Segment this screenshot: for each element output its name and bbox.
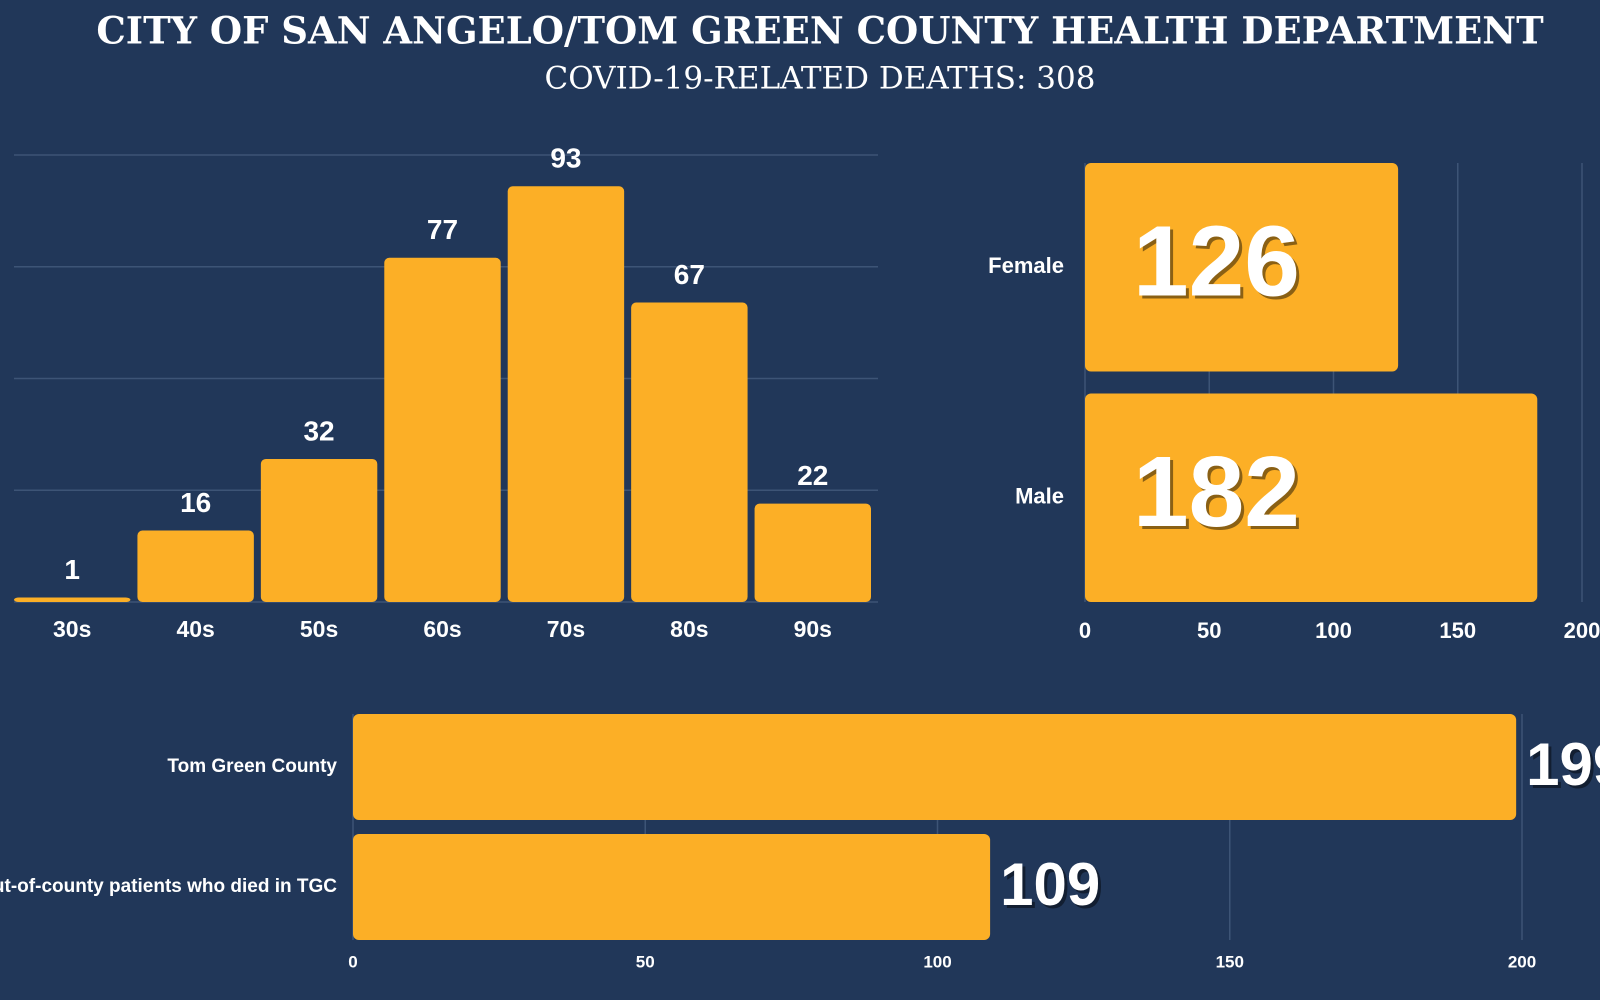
- bar: [1085, 163, 1399, 372]
- x-tick-label: 80s: [670, 616, 708, 642]
- value-label: 126: [1133, 206, 1300, 318]
- x-tick-label: 50: [636, 952, 655, 971]
- x-tick-label: 0: [1079, 618, 1091, 643]
- value-label: 32: [303, 415, 334, 446]
- bar: [384, 257, 501, 602]
- x-tick-label: 50: [1197, 618, 1221, 643]
- subtitle: COVID-19-RELATED DEATHS: 308: [545, 61, 1096, 97]
- bar: [1085, 393, 1538, 602]
- x-tick-label: 40s: [176, 616, 214, 642]
- x-tick-label: 100: [923, 952, 951, 971]
- bar: [631, 302, 748, 602]
- x-tick-label: 150: [1439, 618, 1476, 643]
- bar: [754, 503, 871, 602]
- x-tick-label: 60s: [423, 616, 461, 642]
- x-tick-label: 30s: [53, 616, 91, 642]
- value-label: 199: [1526, 731, 1600, 798]
- bar: [353, 714, 1517, 820]
- value-label: 93: [550, 143, 581, 174]
- bar: [260, 458, 378, 602]
- value-label: 67: [674, 259, 705, 290]
- x-tick-label: 90s: [794, 616, 832, 642]
- y-tick-label: Female: [988, 253, 1064, 278]
- x-tick-label: 200: [1564, 618, 1600, 643]
- x-tick-label: 150: [1216, 952, 1244, 971]
- x-tick-label: 200: [1508, 952, 1536, 971]
- x-tick-label: 70s: [547, 616, 585, 642]
- bar: [14, 597, 131, 602]
- value-label: 22: [797, 460, 828, 491]
- value-label: 16: [180, 487, 211, 518]
- value-label: 1: [64, 554, 80, 585]
- value-label: 77: [427, 214, 458, 245]
- value-label: 109: [1000, 851, 1100, 918]
- y-tick-label: Out-of-county patients who died in TGC: [0, 876, 337, 897]
- x-tick-label: 50s: [300, 616, 338, 642]
- bar: [137, 530, 254, 602]
- bar: [353, 834, 991, 940]
- y-tick-label: Tom Green County: [167, 756, 337, 777]
- x-tick-label: 0: [348, 952, 357, 971]
- title: CITY OF SAN ANGELO/TOM GREEN COUNTY HEAL…: [96, 9, 1544, 53]
- bar: [507, 186, 625, 603]
- y-tick-label: Male: [1015, 484, 1064, 509]
- value-label: 182: [1133, 436, 1300, 548]
- x-tick-label: 100: [1315, 618, 1352, 643]
- charts: 1 30s 16 40s 32 50s 77 60s 93 70s 67 80s 22 90s 0 50 100…: [0, 143, 1600, 972]
